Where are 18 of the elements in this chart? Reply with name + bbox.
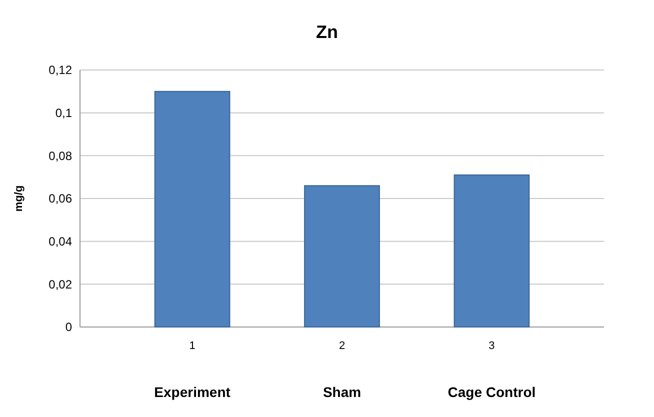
x-tick-label: 3 — [488, 340, 495, 352]
y-tick-label: 0,04 — [48, 234, 72, 249]
y-tick-label: 0,08 — [48, 148, 72, 163]
y-axis-title: mg/g — [13, 185, 25, 212]
chart-title: Zn — [316, 22, 338, 42]
y-tick-label: 0,02 — [48, 277, 72, 292]
bar — [304, 185, 380, 328]
y-tick-label: 0 — [65, 320, 72, 334]
y-tick-label: 0,06 — [48, 192, 72, 206]
y-tick-label: 0,1 — [55, 106, 72, 120]
bar — [454, 174, 530, 328]
x-tick-label: 1 — [189, 340, 196, 352]
text: Experiment — [154, 384, 231, 400]
y-tick-label: 0,12 — [48, 63, 72, 78]
bar — [154, 90, 230, 328]
text: Cage Control — [448, 384, 536, 400]
x-tick-label: 2 — [338, 340, 346, 352]
text: Sham — [322, 384, 362, 400]
